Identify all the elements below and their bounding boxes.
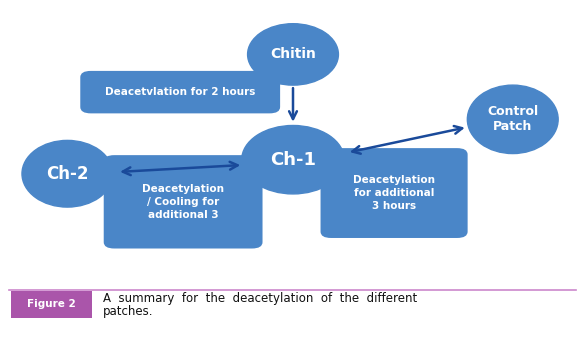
Text: Figure 2: Figure 2 bbox=[27, 299, 76, 310]
Text: Ch-2: Ch-2 bbox=[46, 165, 88, 183]
Ellipse shape bbox=[241, 125, 345, 194]
FancyBboxPatch shape bbox=[104, 155, 263, 249]
Ellipse shape bbox=[468, 85, 558, 154]
Text: Deacetylation
/ Cooling for
additional 3: Deacetylation / Cooling for additional 3 bbox=[142, 184, 224, 220]
Text: A  summary  for  the  deacetylation  of  the  different: A summary for the deacetylation of the d… bbox=[103, 292, 417, 305]
Ellipse shape bbox=[22, 140, 113, 207]
Text: Ch-1: Ch-1 bbox=[270, 151, 316, 169]
Text: Deacetylation
for additional
3 hours: Deacetylation for additional 3 hours bbox=[353, 175, 435, 211]
Text: Control
Patch: Control Patch bbox=[487, 105, 539, 133]
Ellipse shape bbox=[248, 24, 339, 85]
FancyBboxPatch shape bbox=[321, 148, 468, 238]
Text: patches.: patches. bbox=[103, 305, 153, 318]
Text: Deacetvlation for 2 hours: Deacetvlation for 2 hours bbox=[105, 87, 255, 97]
FancyBboxPatch shape bbox=[80, 71, 280, 113]
Text: Chitin: Chitin bbox=[270, 47, 316, 61]
FancyBboxPatch shape bbox=[11, 291, 92, 318]
